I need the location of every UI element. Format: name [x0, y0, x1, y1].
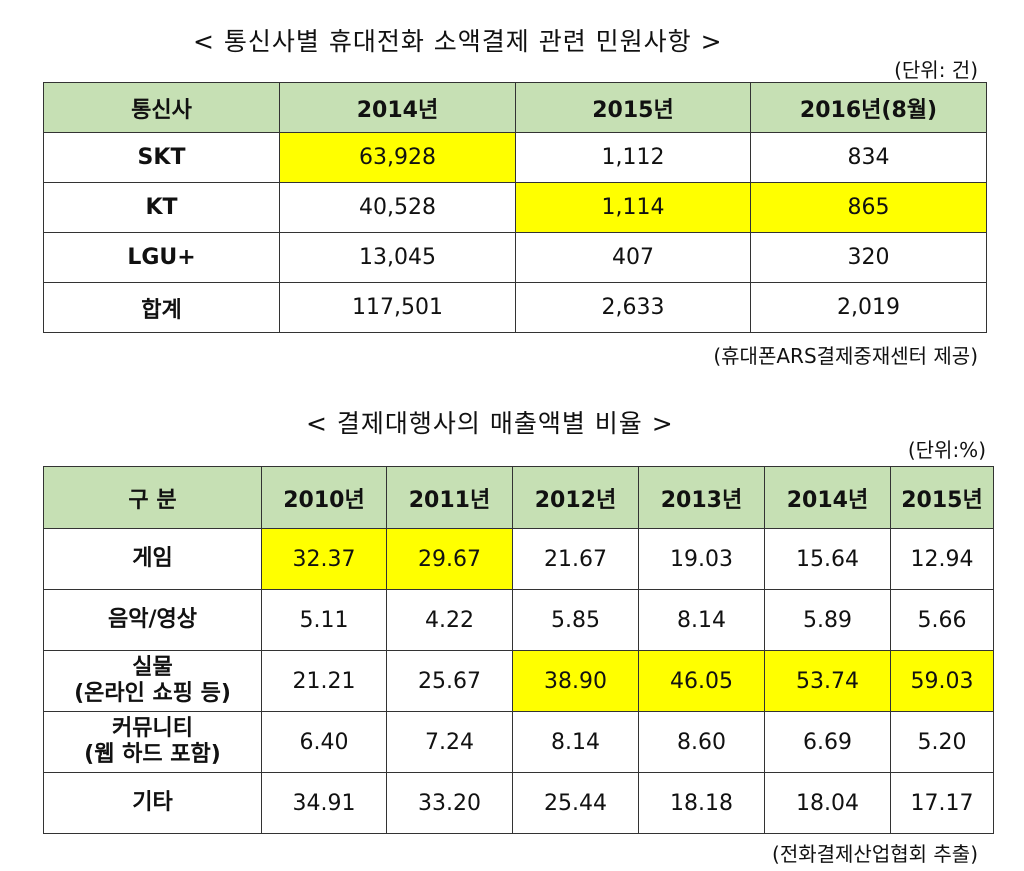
table-row: KT 40,528 1,114 865 — [43, 182, 987, 233]
column-header: 2015년 — [890, 466, 994, 529]
table-row: 음악/영상 5.11 4.22 5.85 8.14 5.89 5.66 — [43, 589, 994, 651]
table-row: 실물 (온라인 쇼핑 등) 21.21 25.67 38.90 46.05 53.74 59.… — [43, 650, 994, 712]
table2-unit: (단위:%) — [907, 438, 986, 462]
row-label: 음악/영상 — [43, 589, 262, 651]
data-cell: 25.44 — [512, 772, 639, 834]
data-cell: 46.05 — [638, 650, 765, 712]
row-label-line: 음악/영상 — [108, 607, 197, 632]
data-cell: 2,019 — [750, 282, 987, 333]
row-label: KT — [43, 182, 280, 233]
column-header: 2012년 — [512, 466, 639, 529]
row-label: 커뮤니티 (웹 하드 포함) — [43, 711, 262, 773]
column-header: 2015년 — [515, 82, 751, 133]
data-cell: 13,045 — [279, 232, 516, 283]
data-cell: 59.03 — [890, 650, 994, 712]
data-cell: 12.94 — [890, 528, 994, 590]
table2-header-row: 구 분 2010년 2011년 2012년 2013년 2014년 2015년 — [43, 466, 994, 529]
data-cell: 63,928 — [279, 132, 516, 183]
revenue-ratio-table: 구 분 2010년 2011년 2012년 2013년 2014년 2015년 게임 32.3… — [43, 466, 994, 834]
data-cell: 5.85 — [512, 589, 639, 651]
data-cell: 18.04 — [764, 772, 891, 834]
table1-header-row: 통신사 2014년 2015년 2016년(8월) — [43, 82, 987, 133]
row-label: 게임 — [43, 528, 262, 590]
data-cell: 21.21 — [261, 650, 387, 712]
row-label: LGU+ — [43, 232, 280, 283]
column-header: 2010년 — [261, 466, 387, 529]
row-label-line: 커뮤니티 — [112, 716, 193, 741]
data-cell: 8.14 — [512, 711, 639, 773]
data-cell: 15.64 — [764, 528, 891, 590]
data-cell: 6.69 — [764, 711, 891, 773]
table2-title: < 결제대행사의 매출액별 비율 > — [306, 409, 674, 438]
table-row: 커뮤니티 (웹 하드 포함) 6.40 7.24 8.14 8.60 6.69 5.20 — [43, 711, 994, 773]
row-label: 합계 — [43, 282, 280, 333]
data-cell: 34.91 — [261, 772, 387, 834]
column-header: 2013년 — [638, 466, 765, 529]
row-label: 기타 — [43, 772, 262, 834]
data-cell: 18.18 — [638, 772, 765, 834]
row-label-line: 기타 — [132, 790, 173, 815]
data-cell: 29.67 — [386, 528, 513, 590]
data-cell: 25.67 — [386, 650, 513, 712]
data-cell: 5.20 — [890, 711, 994, 773]
data-cell: 5.11 — [261, 589, 387, 651]
table-row: LGU+ 13,045 407 320 — [43, 232, 987, 283]
data-cell: 5.66 — [890, 589, 994, 651]
data-cell: 5.89 — [764, 589, 891, 651]
row-label-line: 게임 — [132, 546, 173, 571]
table2-source: (전화결제산업협회 추출) — [772, 842, 978, 866]
column-header: 2016년(8월) — [750, 82, 987, 133]
data-cell: 40,528 — [279, 182, 516, 233]
data-cell: 17.17 — [890, 772, 994, 834]
table1-source: (휴대폰ARS결제중재센터 제공) — [713, 344, 978, 368]
complaints-table: 통신사 2014년 2015년 2016년(8월) SKT 63,928 1,112 834… — [43, 82, 987, 333]
row-label-line: (웹 하드 포함) — [84, 742, 221, 767]
table1-title: < 통신사별 휴대전화 소액결제 관련 민원사항 > — [193, 27, 723, 56]
data-cell: 117,501 — [279, 282, 516, 333]
data-cell: 8.14 — [638, 589, 765, 651]
data-cell: 1,114 — [515, 182, 751, 233]
table-row: 합계 117,501 2,633 2,019 — [43, 282, 987, 333]
table-row: 게임 32.37 29.67 21.67 19.03 15.64 12.94 — [43, 528, 994, 590]
data-cell: 32.37 — [261, 528, 387, 590]
data-cell: 1,112 — [515, 132, 751, 183]
column-header: 통신사 — [43, 82, 280, 133]
row-label-line: 실물 — [132, 655, 173, 680]
data-cell: 834 — [750, 132, 987, 183]
row-label-line: (온라인 쇼핑 등) — [74, 681, 231, 706]
data-cell: 21.67 — [512, 528, 639, 590]
column-header: 구 분 — [43, 466, 262, 529]
data-cell: 4.22 — [386, 589, 513, 651]
column-header: 2014년 — [764, 466, 891, 529]
data-cell: 53.74 — [764, 650, 891, 712]
data-cell: 2,633 — [515, 282, 751, 333]
column-header: 2011년 — [386, 466, 513, 529]
data-cell: 407 — [515, 232, 751, 283]
data-cell: 865 — [750, 182, 987, 233]
data-cell: 19.03 — [638, 528, 765, 590]
data-cell: 8.60 — [638, 711, 765, 773]
data-cell: 6.40 — [261, 711, 387, 773]
data-cell: 7.24 — [386, 711, 513, 773]
table-row: SKT 63,928 1,112 834 — [43, 132, 987, 183]
row-label: SKT — [43, 132, 280, 183]
column-header: 2014년 — [279, 82, 516, 133]
data-cell: 33.20 — [386, 772, 513, 834]
table1-unit: (단위: 건) — [894, 58, 978, 82]
data-cell: 320 — [750, 232, 987, 283]
data-cell: 38.90 — [512, 650, 639, 712]
row-label: 실물 (온라인 쇼핑 등) — [43, 650, 262, 712]
table-row: 기타 34.91 33.20 25.44 18.18 18.04 17.17 — [43, 772, 994, 834]
